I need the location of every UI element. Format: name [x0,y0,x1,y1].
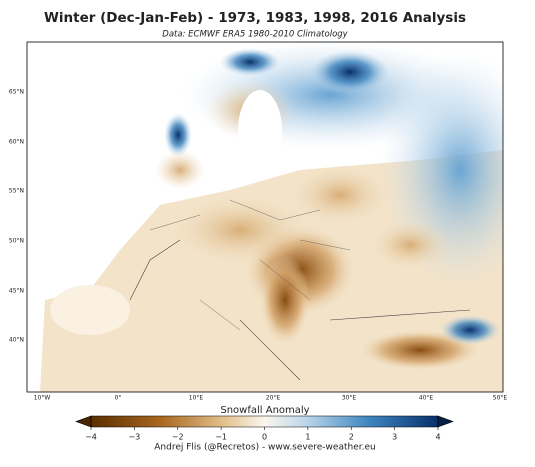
colorbar-tick-label: 3 [392,433,397,442]
colorbar-ticks: −4 −3 −2 −1 0 1 2 3 4 [85,427,441,442]
colorbar-tick-label: 4 [435,433,440,442]
lon-label: 10°W [34,395,51,402]
colorbar-tick-label: −4 [85,433,97,442]
title: Winter (Dec-Jan-Feb) - 1973, 1983, 1998,… [44,10,466,26]
subtitle: Data: ECMWF ERA5 1980-2010 Climatology [162,30,348,40]
lat-labels: 65°N 60°N 55°N 50°N 45°N 40°N [9,89,24,344]
colorbar [90,415,439,428]
lat-label: 60°N [9,139,24,146]
lon-label: 40°E [419,395,434,402]
colorbar-tick-label: −1 [215,433,227,442]
lat-label: 65°N [9,89,24,96]
credit: Andrej Flis (@Recretos) - www.severe-wea… [154,443,375,453]
map-area [27,42,503,392]
colorbar-tick-label: −3 [128,433,140,442]
colorbar-min-extension [75,415,92,428]
map-frame [26,41,504,393]
lon-label: 0° [115,395,122,402]
lon-label: 50°E [493,395,508,402]
colorbar-tick-label: −2 [172,433,184,442]
colorbar-tick-label: 2 [349,433,354,442]
colorbar-tick-label: 0 [262,433,267,442]
lon-label: 30°E [342,395,357,402]
lon-labels: 10°W 0° 10°E 20°E 30°E 40°E 50°E [34,395,508,402]
lat-label: 55°N [9,188,24,195]
lat-label: 45°N [9,288,24,295]
lat-label: 40°N [9,337,24,344]
lon-label: 10°E [189,395,204,402]
lat-label: 50°N [9,238,24,245]
colorbar-label: Snowfall Anomaly [220,405,309,416]
colorbar-max-extension [437,415,454,428]
lon-label: 20°E [266,395,281,402]
colorbar-tick-label: 1 [305,433,310,442]
